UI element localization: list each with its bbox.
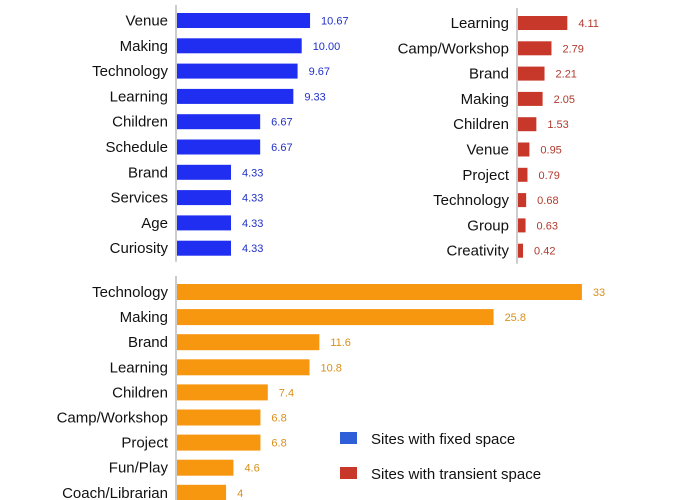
value-label: 0.42 (534, 246, 555, 258)
category-label: Brand (128, 334, 168, 351)
bar (177, 409, 261, 426)
value-label: 25.8 (505, 312, 526, 324)
category-label: Making (461, 91, 509, 108)
bar (177, 309, 494, 326)
bar (177, 359, 310, 376)
category-label: Brand (128, 164, 168, 181)
value-label: 2.21 (556, 69, 577, 81)
bar (518, 218, 526, 233)
category-label: Project (462, 167, 510, 184)
value-label: 0.95 (540, 145, 561, 157)
value-label: 33 (593, 287, 605, 299)
value-label: 10.8 (321, 362, 342, 374)
bar (177, 190, 231, 206)
category-label: Venue (466, 142, 509, 159)
transient-bar-chart: Learning 4.11 Camp/Workshop 2.79 Brand 2.21 Ma… (398, 8, 599, 264)
value-label: 4.33 (242, 243, 263, 255)
bar (518, 66, 545, 81)
bar (518, 193, 527, 208)
legend-swatch (340, 467, 357, 479)
category-label: Children (112, 114, 168, 131)
category-label: Camp/Workshop (57, 410, 168, 427)
value-label: 0.79 (538, 170, 559, 182)
category-label: Services (110, 190, 168, 207)
bar (177, 434, 261, 451)
category-label: Making (120, 38, 168, 55)
category-label: Technology (92, 284, 168, 301)
category-label: Children (112, 384, 168, 401)
bar (177, 334, 320, 351)
category-label: Learning (451, 15, 509, 32)
value-label: 1.53 (547, 119, 568, 131)
category-label: Project (121, 435, 169, 452)
value-label: 10.00 (313, 41, 341, 53)
value-label: 4.33 (242, 193, 263, 205)
value-label: 11.6 (330, 337, 351, 349)
bar (518, 16, 568, 30)
category-label: Group (467, 217, 509, 234)
bar (177, 240, 231, 256)
value-label: 4.33 (242, 218, 263, 230)
category-label: Making (120, 309, 168, 326)
value-label: 6.67 (271, 142, 292, 154)
category-label: Schedule (105, 139, 168, 156)
value-label: 7.4 (279, 387, 294, 399)
fixed-bar-chart: Venue 10.67 Making 10.00 Technology 9.67 Learn… (92, 5, 349, 262)
category-label: Camp/Workshop (398, 40, 509, 57)
bar (177, 139, 261, 155)
legend-label: Sites with transient space (371, 466, 541, 483)
value-label: 0.68 (537, 195, 558, 207)
bar (177, 114, 261, 130)
category-label: Coach/Librarian (62, 485, 168, 500)
bar (177, 13, 311, 28)
value-label: 6.8 (271, 413, 286, 425)
category-label: Creativity (446, 243, 509, 260)
value-label: 4.11 (578, 18, 599, 30)
combined-bar-chart: Technology 33 Making 25.8 Brand 11.6 Learning 1… (57, 276, 605, 500)
bar (177, 215, 231, 231)
category-label: Children (453, 116, 509, 133)
value-label: 4 (237, 488, 243, 500)
value-label: 4.6 (244, 463, 259, 475)
bar (518, 91, 543, 106)
category-label: Learning (110, 359, 168, 376)
bar (177, 63, 298, 79)
category-label: Learning (110, 88, 168, 105)
value-label: 4.33 (242, 167, 263, 179)
value-label: 2.79 (562, 43, 583, 55)
bar (177, 88, 294, 104)
value-label: 9.67 (309, 66, 330, 78)
bar (177, 284, 582, 300)
bar (177, 164, 231, 180)
bar (518, 142, 530, 157)
value-label: 9.33 (304, 91, 325, 103)
value-label: 0.63 (537, 220, 558, 232)
category-label: Technology (92, 63, 168, 80)
bar (518, 41, 552, 56)
category-label: Technology (433, 192, 509, 209)
bar (177, 38, 302, 54)
bar (518, 167, 528, 182)
value-label: 6.8 (271, 438, 286, 450)
category-label: Curiosity (110, 240, 169, 257)
bar (518, 117, 537, 132)
legend-swatch (340, 432, 357, 444)
bar (518, 243, 524, 258)
category-label: Age (141, 215, 168, 232)
value-label: 10.67 (321, 16, 349, 28)
bar (177, 384, 268, 401)
value-label: 2.05 (554, 94, 575, 106)
legend: Sites with fixed space Sites with transie… (340, 431, 541, 483)
bar (177, 459, 234, 476)
category-label: Brand (469, 66, 509, 83)
bar (177, 484, 227, 500)
value-label: 6.67 (271, 117, 292, 129)
category-label: Venue (125, 13, 168, 30)
legend-label: Sites with fixed space (371, 431, 515, 448)
category-label: Fun/Play (109, 460, 169, 477)
